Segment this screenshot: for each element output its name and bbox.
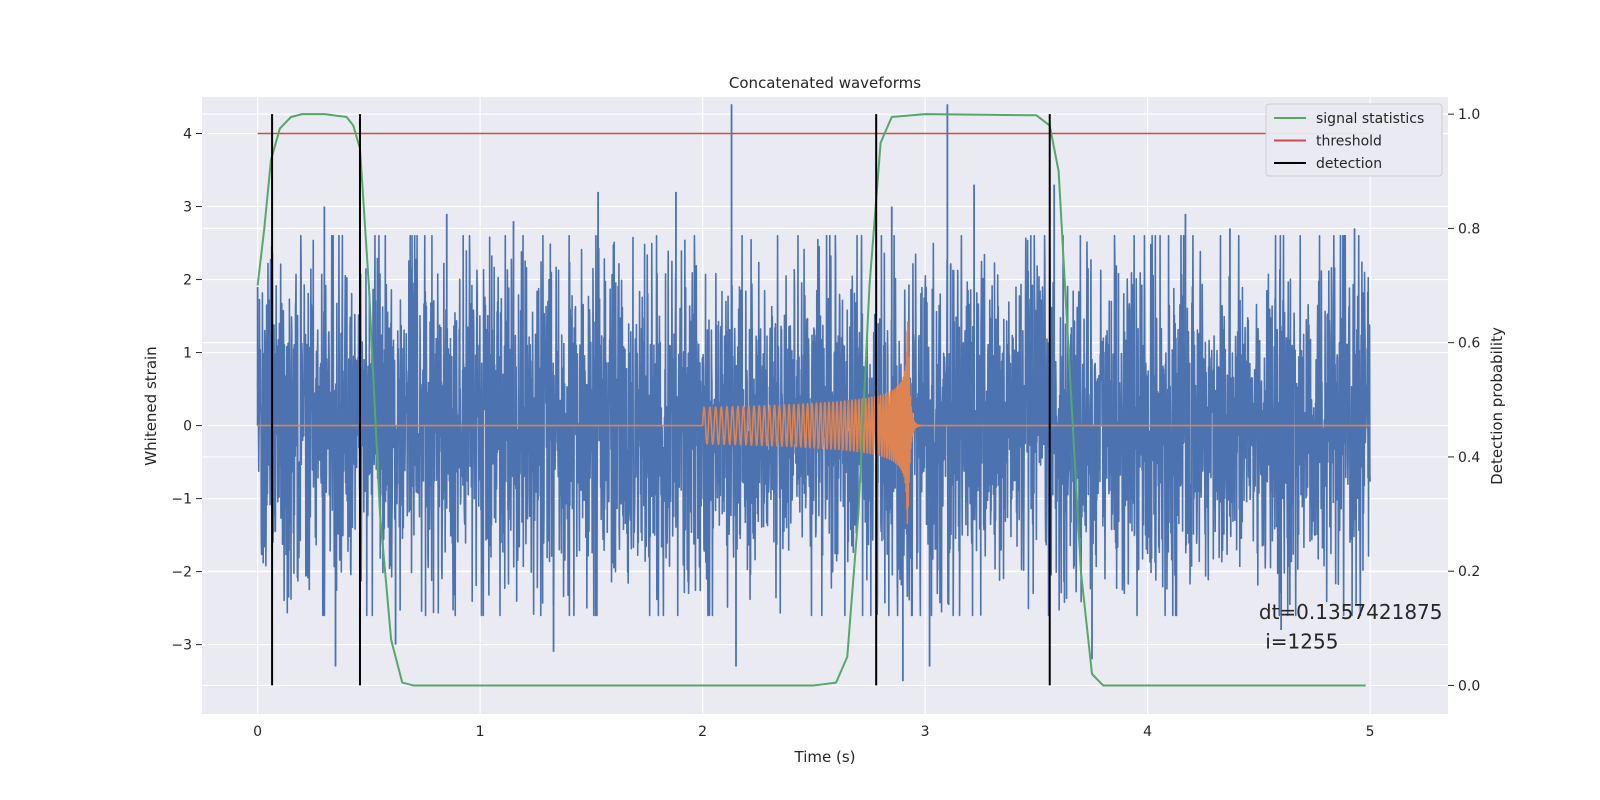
legend-box	[1265, 103, 1443, 177]
y-tick-label: −3	[171, 638, 192, 654]
legend-label: signal statistics	[1316, 111, 1424, 127]
x-axis-label: Time (s)	[794, 748, 856, 766]
y-tick-label: 2	[183, 273, 192, 289]
chirp-series-line	[257, 321, 1371, 525]
y-axis-label: Whitened strain	[142, 346, 160, 465]
y-right-tick-label: 0.0	[1458, 678, 1480, 694]
x-tick-label: 5	[1366, 724, 1375, 740]
legend-label: threshold	[1316, 134, 1382, 150]
annotation-text: dt=0.1357421875	[1259, 600, 1443, 624]
axes: −3 −2 −1 0 1 2 3 4 0.0 0.2 0.4 0.6 0.8 1.0 0 1 2 3 4 5	[171, 107, 1480, 740]
plot-content	[256, 104, 1375, 687]
annotation-text: i=1255	[1259, 629, 1339, 653]
signal-statistics-line	[256, 113, 1366, 687]
chart-title: Concatenated waveforms	[729, 74, 921, 92]
legend: signal statistics threshold detection	[1265, 103, 1443, 177]
annotations: dt=0.1357421875 i=1255	[1259, 600, 1443, 653]
x-tick-label: 0	[253, 724, 262, 740]
y-tick-label: −1	[171, 492, 192, 508]
x-tick-label: 3	[921, 724, 930, 740]
y-tick-label: −2	[171, 565, 192, 581]
y-tick-label: 1	[183, 346, 192, 362]
y-tick-label: 0	[183, 419, 192, 435]
y-right-tick-label: 1.0	[1458, 107, 1480, 123]
x-tick-label: 4	[1143, 724, 1152, 740]
y-right-tick-label: 0.6	[1458, 336, 1480, 352]
x-tick-label: 1	[476, 724, 485, 740]
y-right-tick-label: 0.8	[1458, 221, 1480, 237]
legend-label: detection	[1316, 156, 1382, 172]
y-tick-label: 3	[183, 200, 192, 216]
y-axis-right-label: Detection probability	[1488, 327, 1506, 485]
y-right-tick-label: 0.4	[1458, 450, 1480, 466]
y-right-tick-label: 0.2	[1458, 564, 1480, 580]
y-tick-label: 4	[183, 127, 192, 143]
x-tick-label: 2	[698, 724, 707, 740]
